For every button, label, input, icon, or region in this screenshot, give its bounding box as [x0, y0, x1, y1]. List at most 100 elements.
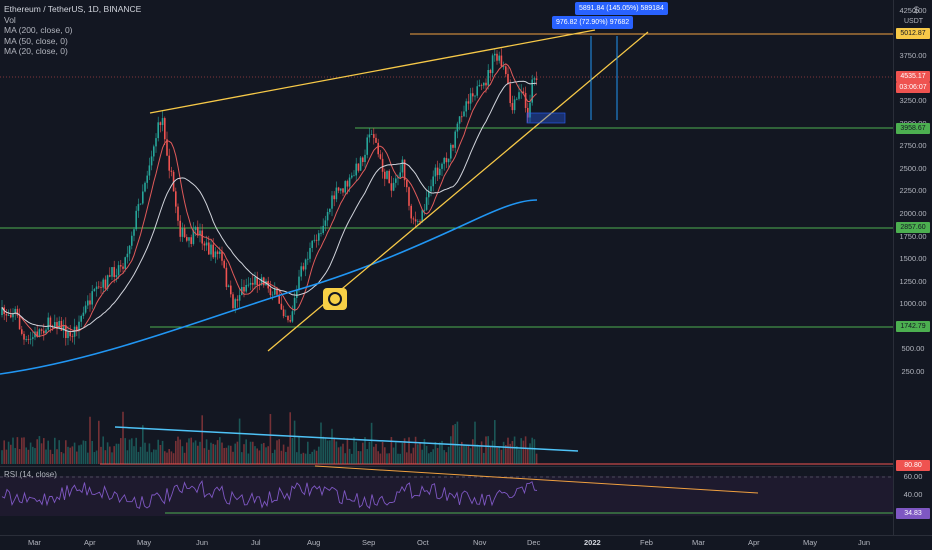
volume-bar	[467, 444, 470, 464]
upper-trendline	[149, 29, 596, 114]
candle-body	[430, 186, 432, 192]
rsi-tag-value: 80.80	[896, 460, 930, 471]
legend-vol[interactable]: Vol	[4, 14, 16, 25]
candle-body	[348, 177, 351, 187]
volume-bar	[142, 425, 144, 464]
volume-bar	[137, 451, 140, 464]
volume-bar	[289, 412, 291, 464]
candle-body	[346, 181, 349, 187]
candle-body	[315, 239, 318, 241]
volume-bar	[368, 441, 371, 464]
volume-bar	[98, 420, 100, 464]
volume-bar	[14, 448, 16, 464]
volume-bar	[146, 451, 148, 464]
price-axis-tick: 1500.00	[899, 254, 927, 264]
volume-bar	[505, 445, 507, 464]
volume-bar	[102, 436, 104, 464]
candle-body	[7, 315, 10, 316]
volume-bar	[216, 440, 219, 464]
volume-bar	[12, 437, 14, 464]
price-countdown: 03:06:07	[896, 82, 930, 93]
rsi-legend[interactable]: RSI (14, close)	[4, 470, 57, 479]
volume-bar	[150, 452, 153, 464]
candle-body	[5, 314, 8, 316]
candle-body	[98, 286, 100, 288]
time-axis-tick: Mar	[28, 538, 41, 547]
candle-body	[476, 86, 478, 96]
volume-bar	[458, 446, 461, 464]
volume-bar	[10, 444, 12, 464]
volume-bar	[472, 439, 474, 464]
time-axis-tick: Jul	[251, 538, 261, 547]
volume-bar	[406, 452, 408, 464]
price-axis-tick: 2750.00	[899, 141, 927, 151]
candle-body	[309, 247, 311, 259]
candle-body	[126, 253, 129, 258]
candle-body	[260, 277, 263, 286]
volume-bar	[29, 442, 32, 464]
camera-icon[interactable]	[323, 288, 347, 310]
candle-body	[166, 139, 168, 156]
candle-body	[293, 297, 296, 312]
candle-body	[485, 82, 487, 86]
price-axis-tick: 3750.00	[899, 51, 927, 61]
price-axis-tick: 2000.00	[899, 209, 927, 218]
volume-bar	[304, 453, 307, 464]
volume-bar	[498, 447, 500, 464]
candle-body	[254, 276, 256, 285]
volume-bar	[32, 446, 34, 464]
volume-bar	[399, 453, 401, 464]
price-axis-tick: 3250.00	[899, 96, 927, 106]
volume-bar	[309, 453, 311, 464]
volume-bar	[71, 446, 74, 464]
volume-bar	[439, 442, 441, 464]
candle-body	[516, 98, 518, 100]
candle-body	[439, 168, 441, 176]
volume-bar	[183, 452, 186, 464]
volume-bar	[236, 441, 239, 464]
symbol-title[interactable]: Ethereum / TetherUS, 1D, BINANCE	[4, 4, 142, 14]
time-axis-tick: May	[137, 538, 152, 547]
volume-bar	[23, 437, 25, 464]
volume-bar	[186, 442, 188, 464]
volume-bar	[487, 436, 489, 464]
candle-body	[78, 321, 80, 331]
measure-label-top[interactable]: 5891.84 (145.05%) 589184	[575, 2, 668, 15]
candle-body	[337, 187, 340, 191]
volume-bar	[357, 451, 360, 464]
candle-body	[208, 242, 210, 255]
volume-bar	[381, 441, 384, 464]
volume-bar	[87, 452, 89, 464]
candle-body	[478, 84, 481, 87]
legend-ma50[interactable]: MA (50, close, 0)	[4, 35, 68, 46]
currency-symbol: $	[914, 5, 920, 15]
candle-body	[190, 237, 192, 244]
volume-bar	[76, 451, 78, 464]
volume-bar	[412, 447, 415, 464]
candle-body	[18, 315, 21, 330]
legend-ma20[interactable]: MA (20, close, 0)	[4, 46, 68, 56]
candle-body	[280, 303, 283, 310]
candle-body	[344, 181, 346, 193]
time-axis-tick: Jun	[196, 538, 209, 547]
candle-body	[307, 258, 309, 260]
volume-bar	[100, 446, 102, 464]
measure-label-second[interactable]: 976.82 (72.90%) 97682	[552, 16, 634, 29]
candle-body	[377, 142, 379, 155]
price-axis-tick: 1000.00	[899, 299, 927, 309]
ma20-line	[1, 63, 537, 337]
candle-body	[287, 315, 289, 321]
volume-bar	[425, 445, 428, 464]
volume-bar	[370, 422, 373, 464]
candle-body	[434, 167, 437, 177]
candle-body	[249, 282, 252, 285]
measure-box	[526, 112, 566, 124]
volume-bar	[104, 450, 107, 464]
volume-bar	[390, 436, 393, 464]
volume-bar	[397, 453, 399, 464]
candle-body	[117, 265, 120, 276]
volume-bar	[144, 442, 146, 464]
legend-ma200[interactable]: MA (200, close, 0)	[4, 25, 73, 35]
volume-bar	[531, 437, 533, 464]
